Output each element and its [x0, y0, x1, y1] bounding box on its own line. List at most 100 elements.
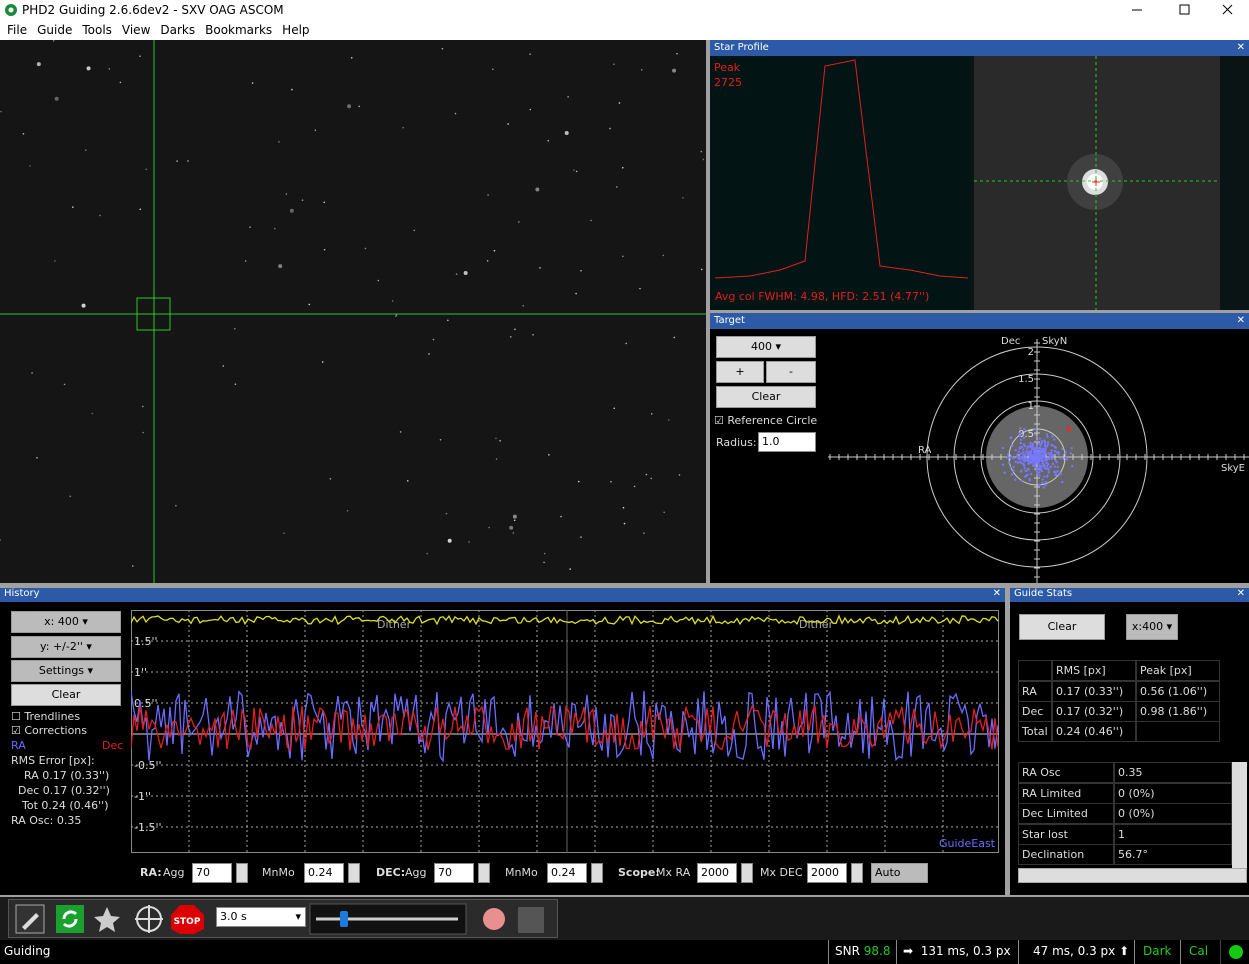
clear-button[interactable]: Clear	[11, 684, 121, 706]
mode-dropdown[interactable]: Auto	[871, 863, 928, 883]
star	[69, 495, 72, 498]
spin-button[interactable]	[741, 863, 753, 883]
menu-item[interactable]: Bookmarks	[205, 23, 273, 37]
guide-point	[1059, 456, 1063, 460]
menu-item[interactable]: Help	[282, 23, 310, 37]
guide-point	[1041, 454, 1045, 457]
guide-point	[1009, 436, 1012, 440]
element: STOP	[174, 917, 201, 927]
star	[347, 104, 352, 109]
guide-point	[1053, 465, 1057, 468]
star	[285, 193, 288, 195]
table-cell: Star lost	[1018, 823, 1114, 845]
star	[613, 63, 615, 65]
star	[625, 342, 628, 345]
panel-title: History	[4, 588, 40, 599]
element	[1092, 178, 1100, 186]
fwhm-text: Avg col FWHM: 4.98, HFD: 2.51 (4.77'')	[715, 290, 930, 303]
guide-point	[1014, 478, 1017, 481]
guide-point	[1035, 469, 1038, 473]
guide-point	[1046, 465, 1049, 468]
element	[518, 907, 544, 933]
x-scale-dropdown[interactable]: x: 400 ▾	[11, 611, 121, 633]
scale-dropdown[interactable]: 400 ▾	[716, 336, 816, 358]
reference-circle-checkbox[interactable]: ☑ Reference Circle	[714, 414, 818, 427]
panel-title: Guide Stats	[1014, 588, 1073, 599]
element: 131 ms, 0.3 px	[920, 944, 1011, 958]
star	[36, 62, 41, 67]
element: y: +/-2''	[40, 640, 83, 653]
element: RA: Agg 70 MnMo 0.24 DEC: Agg 70 MnMo 0.24 Scope: M…	[0, 860, 1005, 888]
clear-button[interactable]: Clear	[1019, 614, 1105, 640]
cal-indicator: Cal	[1180, 940, 1216, 964]
guide-point	[1043, 445, 1047, 448]
exposure-dropdown[interactable]: 3.0 s ▾	[216, 907, 306, 927]
param-input[interactable]: 70	[192, 863, 232, 883]
window-controls[interactable]	[1120, 0, 1249, 20]
star	[673, 336, 676, 339]
guide-point	[1049, 453, 1052, 456]
guide-point	[1040, 441, 1044, 444]
tool-icons[interactable]: STOP	[14, 903, 209, 935]
guide-point	[1061, 447, 1064, 451]
param-input[interactable]: 0.24	[547, 863, 587, 883]
param-input[interactable]: 70	[434, 863, 474, 883]
star	[289, 208, 294, 213]
radius-input[interactable]: 1.0	[758, 432, 816, 452]
trendlines-checkbox[interactable]: ☐ Trendlines	[11, 710, 81, 723]
element	[171, 905, 204, 934]
star	[640, 68, 643, 71]
panel-title: Target	[714, 315, 745, 326]
guide-point	[1069, 452, 1073, 455]
guide-point	[1035, 445, 1038, 448]
clear-button[interactable]: Clear	[716, 386, 816, 408]
guide-point	[1041, 478, 1044, 481]
guide-point	[1020, 469, 1023, 472]
corrections-checkbox[interactable]: ☑ Corrections	[11, 724, 87, 737]
scrollbar[interactable]	[1232, 762, 1247, 869]
guide-point	[1045, 445, 1049, 448]
star	[141, 405, 144, 408]
guide-point	[1022, 451, 1025, 454]
table-cell: 1	[1114, 823, 1232, 845]
settings-dropdown[interactable]: Settings ▾	[11, 660, 121, 682]
guide-point	[1030, 446, 1033, 449]
spin-button[interactable]	[478, 863, 490, 883]
guide-point	[1027, 445, 1030, 448]
table-cell: 0.56 (1.06'')	[1136, 681, 1220, 702]
menu-item[interactable]: Darks	[160, 23, 196, 37]
zoom-out-button[interactable]: -	[766, 361, 816, 383]
menu-item[interactable]: View	[121, 23, 151, 37]
star	[618, 102, 621, 104]
zoom-in-button[interactable]: +	[716, 361, 764, 383]
guide-point	[1043, 456, 1047, 460]
menu-item[interactable]: File	[7, 23, 28, 37]
param-input[interactable]: 2000	[807, 863, 847, 883]
spin-button[interactable]	[591, 863, 603, 883]
star	[249, 226, 251, 228]
spin-button[interactable]	[236, 863, 248, 883]
spin-button[interactable]	[851, 863, 863, 883]
star	[682, 196, 684, 199]
star	[406, 480, 409, 482]
param-label: DEC:	[376, 866, 406, 879]
param-input[interactable]: 2000	[697, 863, 737, 883]
menu-item[interactable]: Tools	[82, 23, 112, 37]
h-scrollbar[interactable]	[1018, 868, 1247, 883]
y-scale-dropdown[interactable]: y: +/-2'' ▾	[11, 636, 121, 658]
gamma-slider[interactable]	[308, 903, 558, 935]
guide-point	[1028, 453, 1031, 456]
star	[495, 437, 497, 440]
menu-item[interactable]: Guide	[37, 23, 73, 37]
guide-point	[1014, 448, 1017, 452]
scale-dropdown[interactable]: x:400 ▾	[1126, 614, 1178, 640]
star	[145, 168, 147, 171]
guide-point	[1045, 457, 1048, 461]
element	[8, 7, 14, 13]
star	[513, 519, 516, 522]
star	[639, 287, 641, 290]
param-input[interactable]: 0.24	[304, 863, 344, 883]
toolbar: STOP 3.0 s ▾	[0, 897, 1249, 940]
guide-point	[1021, 448, 1025, 451]
spin-button[interactable]	[348, 863, 360, 883]
